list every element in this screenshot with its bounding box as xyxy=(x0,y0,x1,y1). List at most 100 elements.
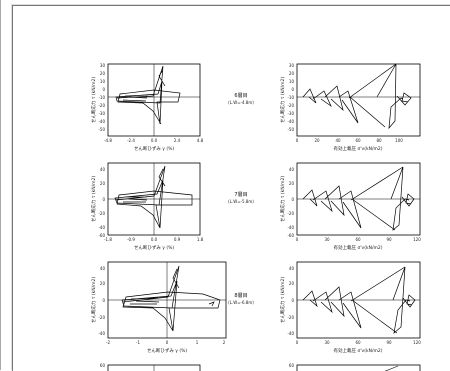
y-tick: 20 xyxy=(289,71,295,76)
y-axis-label: せん断応力 τ (kN/m2) xyxy=(279,77,286,124)
x-tick: 40 xyxy=(335,138,341,143)
stress-path xyxy=(384,365,399,371)
row3-left-plot: 40 20 0 -20 -40 -2 -1 0 1 2 せん断ひずみ γ (%)… xyxy=(90,261,227,354)
y-tick: -20 xyxy=(98,315,105,320)
x-tick: -1.8 xyxy=(104,237,112,242)
hysteresis-curve xyxy=(115,65,181,125)
y-tick: -20 xyxy=(98,103,105,108)
y-tick: -20 xyxy=(287,211,294,216)
document-page[interactable]: 30 20 10 0 -10 -20 -30 -40 -50 -4.8 -2.4… xyxy=(12,5,450,371)
y-tick: 30 xyxy=(289,63,295,68)
y-tick: -20 xyxy=(98,211,105,216)
x-tick: 4.8 xyxy=(197,138,204,143)
y-tick: 40 xyxy=(289,266,295,271)
y-tick: -40 xyxy=(98,119,105,124)
layer-caption: 8層目 xyxy=(234,293,247,299)
x-tick: 0 xyxy=(296,340,299,345)
x-tick: 1 xyxy=(196,340,199,345)
x-tick: 60 xyxy=(355,138,361,143)
y-tick: -10 xyxy=(98,95,105,100)
depth-caption: (L.W=-4.8m) xyxy=(228,100,254,105)
x-tick: 90 xyxy=(386,340,392,345)
depth-caption: (L.W=-5.8m) xyxy=(228,199,254,204)
y-tick: 0 xyxy=(291,87,294,92)
y-tick: 20 xyxy=(100,181,106,186)
y-tick: 40 xyxy=(100,266,106,271)
y-tick: 0 xyxy=(102,87,105,92)
y-tick: 60 xyxy=(289,363,295,368)
x-tick: 0.0 xyxy=(151,237,158,242)
y-tick: -50 xyxy=(287,127,294,132)
hysteresis-curve xyxy=(114,165,193,229)
x-tick: 0 xyxy=(166,340,169,345)
y-tick: 30 xyxy=(100,63,106,68)
x-tick: 120 xyxy=(413,237,421,242)
y-axis-label: せん断応力 τ (kN/m2) xyxy=(90,277,97,324)
row3-right-plot: 40 20 0 -20 -40 0 30 60 90 120 有効上載圧 σ'v… xyxy=(279,261,421,354)
layer-caption: 6層目 xyxy=(234,93,247,99)
y-tick: 0 xyxy=(102,298,105,303)
y-tick: 20 xyxy=(289,181,295,186)
viewer-left-edge xyxy=(0,0,1,370)
y-tick: 20 xyxy=(289,281,295,286)
y-tick: -30 xyxy=(98,111,105,116)
y-tick: 60 xyxy=(100,363,106,368)
row4-right-plot: 60 xyxy=(289,363,421,371)
x-tick: -0.9 xyxy=(127,237,135,242)
page-figures: 30 20 10 0 -10 -20 -30 -40 -50 -4.8 -2.4… xyxy=(90,63,421,371)
y-tick: 0 xyxy=(291,298,294,303)
y-axis-label: せん断応力 τ (kN/m2) xyxy=(90,77,97,124)
x-axis-label: 有効上載圧 σ'v(kN/m2) xyxy=(334,145,383,152)
x-tick: 90 xyxy=(386,237,392,242)
y-tick: -60 xyxy=(287,233,294,238)
y-tick: 20 xyxy=(100,281,106,286)
y-tick: 20 xyxy=(100,71,106,76)
depth-caption: (L.W=-6.8m) xyxy=(228,300,254,305)
x-tick: 20 xyxy=(314,138,320,143)
x-axis-label: 有効上載圧 σ'v(kN/m2) xyxy=(334,244,383,251)
stress-path xyxy=(302,63,412,130)
y-tick: 0 xyxy=(102,197,105,202)
y-tick: 10 xyxy=(100,79,106,84)
y-axis-label: せん断応力 τ (kN/m2) xyxy=(279,277,286,324)
x-tick: 120 xyxy=(413,340,421,345)
x-tick: 0 xyxy=(296,237,299,242)
x-tick: 60 xyxy=(355,340,361,345)
x-axis-label: せん断ひずみ γ (%) xyxy=(134,145,175,152)
y-tick: -40 xyxy=(98,225,105,230)
y-tick: -50 xyxy=(98,127,105,132)
y-tick: -20 xyxy=(287,103,294,108)
stress-path xyxy=(302,166,415,231)
y-tick: -60 xyxy=(98,233,105,238)
row2-left-plot: 40 20 0 -20 -40 -60 -1.8 -0.9 0.0 0.9 1.… xyxy=(90,162,204,251)
y-tick: -40 xyxy=(98,331,105,336)
row1-right-plot: 30 20 10 0 -10 -20 -30 -40 -50 0 20 40 6… xyxy=(279,63,421,152)
plot-frame xyxy=(296,364,421,371)
y-tick: 0 xyxy=(291,197,294,202)
row2-right-plot: 40 20 0 -20 -40 -60 0 30 60 90 120 有効上載圧… xyxy=(279,162,421,251)
y-tick: -40 xyxy=(287,331,294,336)
y-tick: -40 xyxy=(287,119,294,124)
layer-caption: 7層目 xyxy=(234,192,247,198)
y-tick: -40 xyxy=(287,225,294,230)
y-axis-label: せん断応力 τ (kN/m2) xyxy=(90,176,97,223)
x-tick: 30 xyxy=(324,340,330,345)
y-tick: -30 xyxy=(287,111,294,116)
x-axis-label: せん断ひずみ γ (%) xyxy=(147,347,188,354)
x-tick: 2.4 xyxy=(174,138,181,143)
stress-path xyxy=(302,266,416,334)
row1-left-plot: 30 20 10 0 -10 -20 -30 -40 -50 -4.8 -2.4… xyxy=(90,63,204,152)
y-axis-label: せん断応力 τ (kN/m2) xyxy=(279,176,286,223)
x-tick: 0 xyxy=(296,138,299,143)
x-tick: -1 xyxy=(136,340,140,345)
x-tick: 0.0 xyxy=(151,138,158,143)
y-tick: 10 xyxy=(289,79,295,84)
x-tick: 100 xyxy=(395,138,403,143)
plot-frame xyxy=(296,63,421,137)
hysteresis-curve xyxy=(121,265,221,332)
x-tick: 30 xyxy=(324,237,330,242)
x-axis-label: せん断ひずみ γ (%) xyxy=(134,244,175,251)
y-tick: -20 xyxy=(287,315,294,320)
x-tick: 2 xyxy=(223,340,226,345)
